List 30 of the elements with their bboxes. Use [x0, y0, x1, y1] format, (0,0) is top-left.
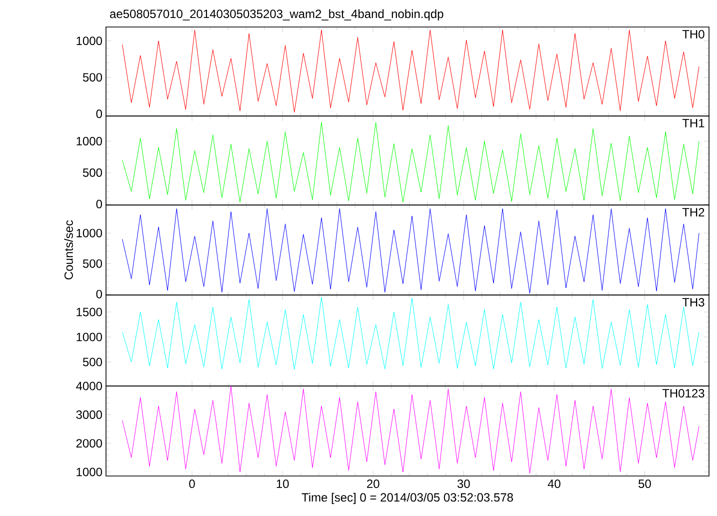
series-label: TH2 — [682, 208, 704, 216]
x-tick-label: 50 — [638, 480, 651, 488]
y-tick-label: 0 — [96, 110, 102, 118]
y-tick-label: 500 — [82, 259, 102, 268]
x-tick-label: 30 — [457, 480, 470, 488]
x-tick-label: 40 — [548, 480, 560, 488]
y-tick-label: 1000 — [76, 468, 102, 476]
y-tick-label: 4000 — [76, 382, 102, 390]
y-tick-label: 1000 — [76, 136, 102, 146]
y-tick-label: 1000 — [76, 332, 102, 342]
y-tick-label: 500 — [82, 358, 102, 366]
series-label: TH3 — [682, 298, 704, 307]
x-tick-label: 0 — [189, 480, 195, 488]
chart-title: ae508057010_20140305035203_wam2_bst_4band_nobin.qdp — [110, 9, 444, 20]
x-tick-label: 10 — [276, 480, 289, 488]
x-axis-title: Time [sec] 0 = 2014/03/05 03:52:03.578 — [302, 492, 513, 504]
y-tick-label: 500 — [82, 73, 102, 82]
y-tick-label: 0 — [96, 290, 102, 298]
series-label: TH0123 — [662, 389, 704, 398]
y-axis-title: Counts/sec — [64, 220, 73, 280]
y-tick-label: 1000 — [76, 36, 102, 46]
y-tick-label: 2000 — [76, 439, 102, 448]
x-tick-label: 20 — [367, 480, 380, 488]
y-tick-label: 3000 — [76, 410, 102, 419]
y-tick-label: 1000 — [76, 228, 102, 238]
y-tick-label: 1500 — [76, 308, 102, 316]
y-tick-label: 500 — [82, 168, 102, 177]
y-tick-label: 0 — [96, 200, 102, 208]
series-label: TH1 — [682, 118, 704, 128]
series-label: TH0 — [682, 30, 704, 38]
